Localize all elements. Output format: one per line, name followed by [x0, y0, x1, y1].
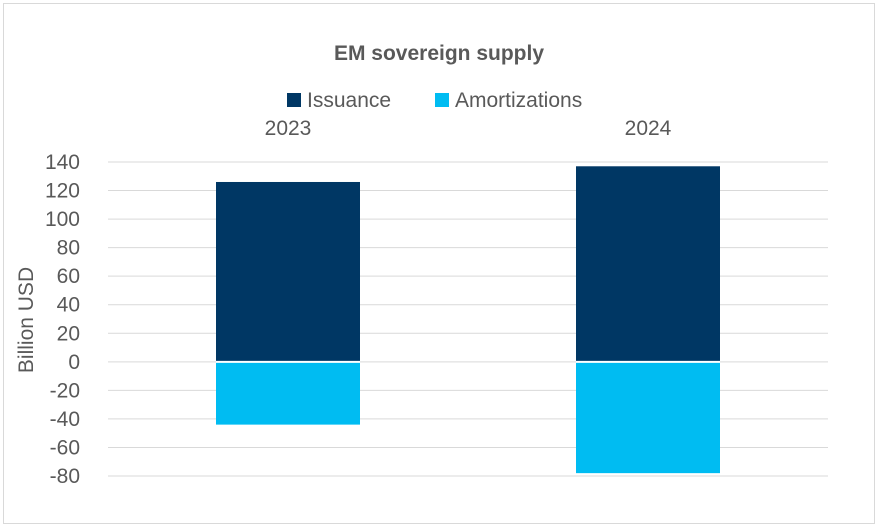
legend-label-issuance: Issuance: [307, 89, 391, 112]
bars: [216, 166, 720, 474]
bar-issuance-2024: [576, 166, 720, 362]
category-label: 2023: [265, 117, 312, 140]
y-axis-tick-labels: 140 120 100 80 60 40 20 0 -20 -40 -60 -80: [45, 151, 80, 488]
legend: Issuance Amortizations: [287, 89, 582, 112]
y-axis-title: Billion USD: [15, 267, 38, 373]
chart-frame: [3, 3, 875, 524]
bar-issuance-2023: [216, 181, 360, 362]
y-tick-label: -80: [50, 465, 80, 488]
y-tick-label: 80: [57, 237, 80, 260]
y-tick-label: -20: [50, 379, 80, 402]
legend-swatch-issuance: [287, 93, 301, 107]
y-tick-label: 40: [57, 294, 80, 317]
y-tick-label: 120: [45, 180, 80, 203]
category-label: 2024: [625, 117, 672, 140]
legend-label-amortizations: Amortizations: [455, 89, 582, 112]
y-tick-label: 140: [45, 151, 80, 174]
bar-amortizations-2023: [216, 361, 360, 425]
bar-amortizations-2024: [576, 361, 720, 474]
y-tick-label: 0: [68, 351, 80, 374]
chart-title: EM sovereign supply: [334, 42, 544, 65]
y-tick-label: -60: [50, 436, 80, 459]
y-tick-label: 20: [57, 322, 80, 345]
legend-swatch-amortizations: [435, 93, 449, 107]
y-tick-label: 60: [57, 265, 80, 288]
category-labels: 2023 2024: [265, 117, 672, 140]
y-tick-label: -40: [50, 408, 80, 431]
y-tick-label: 100: [45, 208, 80, 231]
